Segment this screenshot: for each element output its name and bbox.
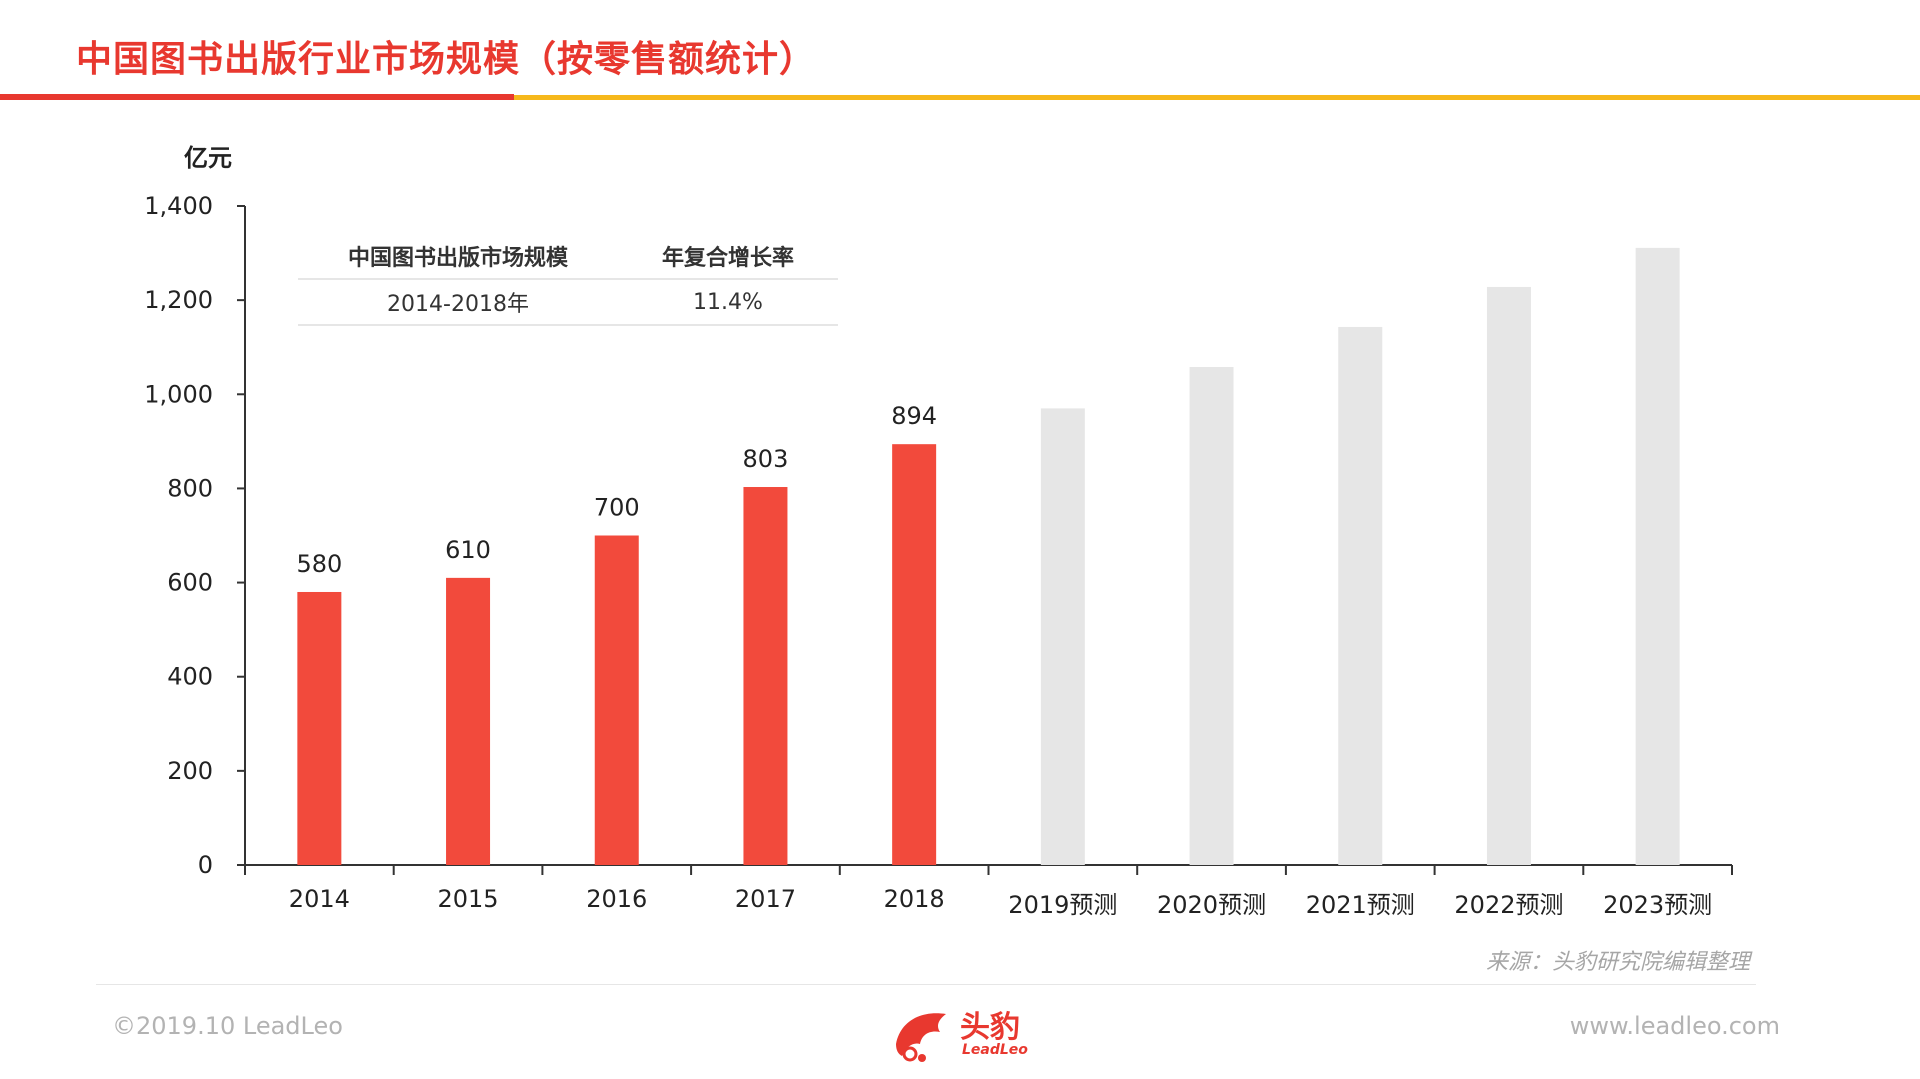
logo-subtext: LeadLeo xyxy=(962,1042,1028,1058)
summary-table-header: 中国图书出版市场规模 年复合增长率 xyxy=(298,234,838,280)
website-link[interactable]: www.leadleo.com xyxy=(1569,1012,1780,1040)
page-title: 中国图书出版行业市场规模（按零售额统计） xyxy=(76,39,817,80)
x-tick-label: 2014 xyxy=(289,885,350,913)
footer-divider xyxy=(96,984,1756,985)
x-tick-label: 2015 xyxy=(438,885,499,913)
data-label: 610 xyxy=(445,536,491,564)
summary-table-row: 2014-2018年 11.4% xyxy=(298,280,838,326)
bar xyxy=(297,591,342,865)
bar xyxy=(743,487,788,865)
summary-cell-period: 2014-2018年 xyxy=(387,292,529,317)
x-tick-label: 2022预测 xyxy=(1454,891,1563,919)
title-rule-yellow xyxy=(514,95,1920,100)
data-label: 700 xyxy=(594,494,640,522)
y-tick-label: 800 xyxy=(167,474,213,502)
x-tick-label: 2017 xyxy=(735,885,796,913)
x-tick-label: 2023预测 xyxy=(1603,891,1712,919)
data-label: 580 xyxy=(296,550,342,578)
summary-header-market: 中国图书出版市场规模 xyxy=(347,246,568,271)
summary-header-cagr: 年复合增长率 xyxy=(661,246,794,271)
y-tick-label: 400 xyxy=(167,663,213,691)
y-tick-label: 1,400 xyxy=(144,192,213,220)
forecast-bar xyxy=(1189,366,1234,865)
x-tick-label: 2019预测 xyxy=(1008,891,1117,919)
leadleo-logo: 头豹 LeadLeo xyxy=(890,1000,1030,1066)
bar xyxy=(446,577,491,865)
summary-cell-cagr: 11.4% xyxy=(693,289,763,315)
forecast-bar xyxy=(1635,247,1680,866)
data-label: 803 xyxy=(743,445,789,473)
summary-table: 中国图书出版市场规模 年复合增长率 2014-2018年 11.4% xyxy=(298,234,838,326)
y-tick-label: 200 xyxy=(167,757,213,785)
bar xyxy=(594,535,639,865)
source-note: 来源：头豹研究院编辑整理 xyxy=(1485,950,1750,975)
title-rule-red xyxy=(0,94,514,100)
x-tick-label: 2018 xyxy=(884,885,945,913)
forecast-bar xyxy=(1486,286,1531,865)
y-axis-unit-label: 亿元 xyxy=(184,144,232,172)
data-label: 894 xyxy=(891,402,937,430)
forecast-bar xyxy=(1040,408,1085,865)
y-tick-label: 600 xyxy=(167,569,213,597)
copyright: ©2019.10 LeadLeo xyxy=(112,1012,343,1040)
x-tick-label: 2020预测 xyxy=(1157,891,1266,919)
y-tick-label: 0 xyxy=(198,851,213,879)
x-tick-label: 2016 xyxy=(586,885,647,913)
y-tick-label: 1,200 xyxy=(144,286,213,314)
y-tick-label: 1,000 xyxy=(144,380,213,408)
bar xyxy=(892,444,937,865)
forecast-bar xyxy=(1338,326,1383,865)
logo-text: 头豹 xyxy=(960,1010,1020,1045)
x-tick-label: 2021预测 xyxy=(1306,891,1415,919)
leopard-icon xyxy=(896,1013,946,1062)
